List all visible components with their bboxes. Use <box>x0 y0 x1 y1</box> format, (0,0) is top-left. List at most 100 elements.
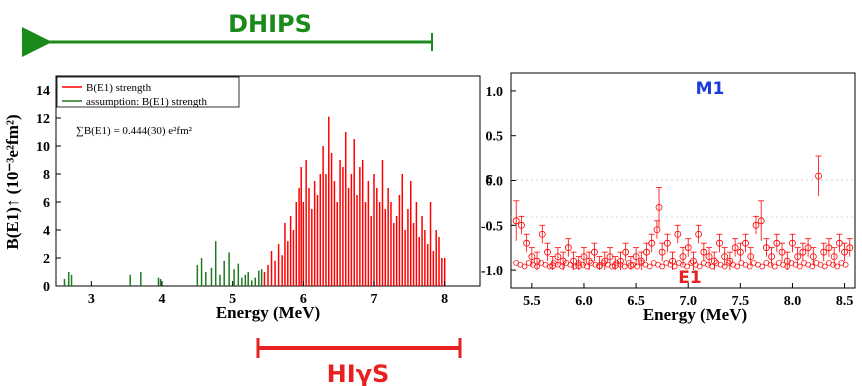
data-point <box>663 239 671 247</box>
x-tick-label: 8 <box>441 292 448 307</box>
data-point <box>617 257 624 265</box>
data-point <box>621 263 628 270</box>
data-point <box>721 253 729 261</box>
data-point <box>734 263 741 270</box>
dhips-banner: DHIPS <box>21 10 433 58</box>
y-tick-label: 0 <box>43 280 50 295</box>
data-point <box>759 263 766 270</box>
data-point <box>768 253 776 261</box>
data-point <box>648 239 656 247</box>
data-point <box>695 230 703 238</box>
data-point <box>796 263 803 270</box>
legend-box <box>56 76 240 108</box>
left-chart: 3 4 5 6 7 8 0 2 4 6 8 10 12 14 Energy (MeV) B(E1)↑ (… <box>3 75 481 322</box>
data-point <box>669 257 676 265</box>
data-point <box>622 248 630 256</box>
data-point <box>590 248 598 256</box>
data-point <box>820 248 828 256</box>
data-point <box>731 244 739 252</box>
x-tick-label: 7.0 <box>679 294 697 309</box>
data-point <box>830 253 838 261</box>
y-tick-label: 0.0 <box>486 175 504 190</box>
left-y-ticks: 0 2 4 6 8 10 12 14 <box>36 84 61 295</box>
data-point <box>658 248 666 256</box>
m1-label: M1 <box>696 79 725 99</box>
data-point <box>742 239 749 247</box>
data-point <box>834 263 841 270</box>
data-point <box>512 217 520 225</box>
y-tick-label: 1.0 <box>486 85 504 100</box>
data-point <box>584 263 590 270</box>
legend-red-label: B(E1) strength <box>86 82 152 94</box>
x-tick-label: 6.0 <box>575 294 593 309</box>
y-tick-label: 2 <box>43 252 50 267</box>
e1-label: E1 <box>678 268 701 288</box>
y-tick-label: 0.5 <box>486 130 504 145</box>
legend-green-label: assumption: B(E1) strength <box>86 96 207 108</box>
left-x-ticks: 3 4 5 6 7 8 <box>88 281 448 307</box>
y-tick-label: -0.5 <box>481 219 503 234</box>
right-y-ticks: 1.0 0.5 0.0 -0.5 -1.0 <box>481 85 516 279</box>
data-point <box>705 253 713 261</box>
sum-annotation: ∑B(E1) = 0.444(30) e²fm² <box>76 125 193 137</box>
right-points <box>512 155 854 271</box>
data-point <box>523 239 531 247</box>
data-point <box>684 244 692 252</box>
data-point <box>784 263 791 270</box>
data-point <box>799 248 807 256</box>
data-point <box>752 221 760 229</box>
left-bars <box>63 116 446 286</box>
x-tick-label: 4 <box>159 292 166 307</box>
dhips-label: DHIPS <box>228 10 312 38</box>
data-point <box>671 263 678 270</box>
data-point <box>571 263 578 270</box>
y-tick-label: 6 <box>43 196 50 211</box>
right-x-axis-label: Energy (MeV) <box>643 305 747 324</box>
y-tick-label: 8 <box>43 168 50 183</box>
data-point <box>794 253 802 261</box>
data-point <box>736 248 744 256</box>
data-point <box>684 263 691 270</box>
data-point <box>643 248 650 256</box>
data-point <box>815 172 822 180</box>
data-point <box>634 263 640 270</box>
data-point <box>842 261 849 268</box>
data-point <box>521 263 528 270</box>
right-chart: 5.5 6.0 6.5 7.0 7.5 8.0 8.5 1.00.50.0-0.5-1.0 … <box>481 72 856 324</box>
data-point <box>528 253 536 261</box>
x-tick-label: 5.5 <box>523 294 541 309</box>
data-point <box>841 248 848 256</box>
data-point <box>789 239 796 247</box>
data-point <box>821 263 828 270</box>
data-point <box>757 217 765 225</box>
y-tick-label: 12 <box>36 112 50 127</box>
data-point <box>580 253 588 261</box>
data-point <box>655 203 663 211</box>
higs-banner: HIγS <box>256 338 462 386</box>
x-tick-label: 6 <box>300 292 307 307</box>
x-tick-label: 8.0 <box>784 294 802 309</box>
x-tick-label: 6.5 <box>627 294 645 309</box>
data-point <box>700 248 708 256</box>
data-point <box>653 226 661 234</box>
data-point <box>746 263 753 270</box>
data-point <box>609 263 615 270</box>
data-point <box>544 248 551 256</box>
left-y-axis-label: B(E1)↑ (10⁻³e²fm²) <box>3 114 22 249</box>
data-point <box>674 230 682 238</box>
left-legend: B(E1) strength assumption: B(E1) strengt… <box>56 76 240 108</box>
data-point <box>575 262 583 270</box>
data-point <box>659 263 666 270</box>
data-point <box>709 263 716 270</box>
data-point <box>538 230 546 238</box>
x-tick-label: 3 <box>88 292 95 307</box>
y-tick-label: -1.0 <box>481 264 503 279</box>
data-point <box>809 263 816 270</box>
data-point <box>564 244 572 252</box>
data-point <box>747 253 755 261</box>
y-tick-label: 4 <box>43 224 50 239</box>
data-point <box>596 263 603 270</box>
x-tick-label: 8.5 <box>836 294 854 309</box>
right-x-ticks: 5.5 6.0 6.5 7.0 7.5 8.0 8.5 <box>523 283 853 309</box>
